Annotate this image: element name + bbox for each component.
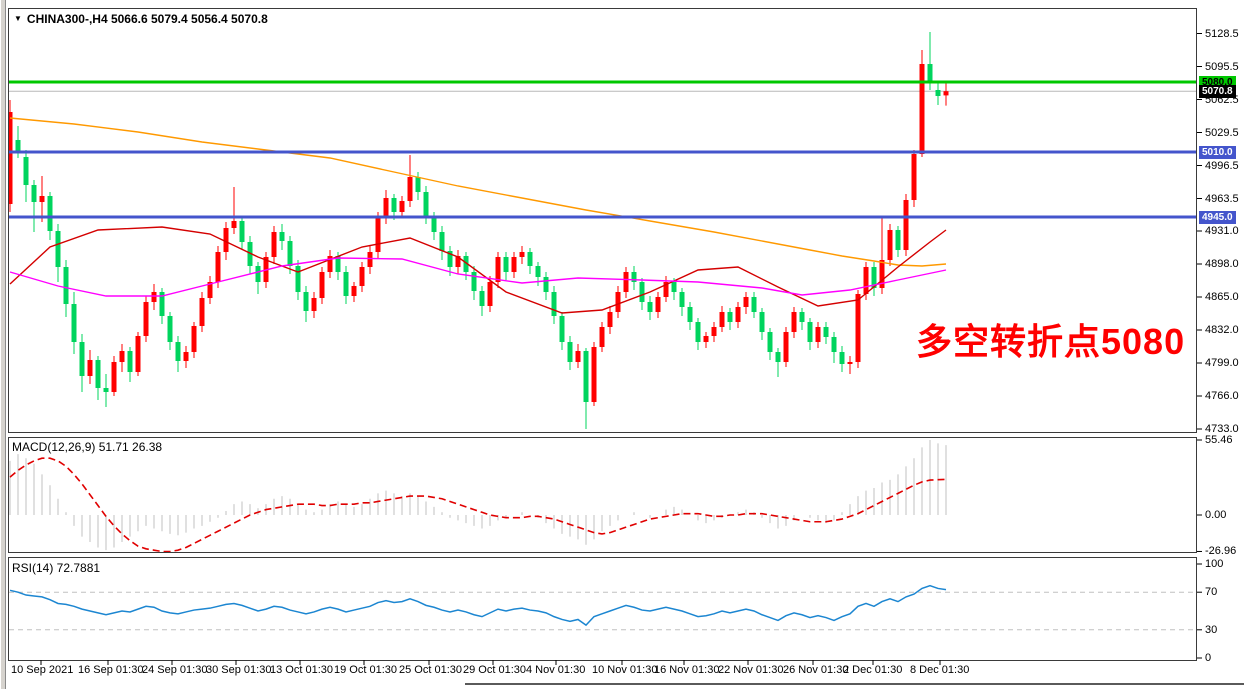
rsi-tick-0: 0 <box>1205 652 1212 664</box>
date-tick-label: 29 Oct 01:30 <box>463 664 526 676</box>
price-badge-5010.0: 5010.0 <box>1199 145 1236 159</box>
macd-tick-0.00: 0.00 <box>1205 509 1227 521</box>
macd-signal-line <box>9 457 947 552</box>
date-tick-label: 16 Nov 01:30 <box>654 664 720 676</box>
date-tick-label: 8 Dec 01:30 <box>910 664 970 676</box>
main-chart-panel[interactable] <box>8 8 1197 433</box>
price-tick-4832.0: 4832.0 <box>1205 324 1239 336</box>
macd-indicator-label: MACD(12,26,9) 51.71 26.38 <box>12 440 163 454</box>
price-tick-4996.5: 4996.5 <box>1205 159 1239 172</box>
ma-fast-magenta <box>9 257 947 297</box>
price-tick-4766.0: 4766.0 <box>1205 390 1239 402</box>
rsi-line <box>9 584 947 627</box>
date-tick-label: 22 Nov 01:30 <box>718 664 784 676</box>
date-tick-label: 19 Oct 01:30 <box>334 664 397 676</box>
price-badge-4945.0: 4945.0 <box>1199 210 1236 224</box>
rsi-tick-100: 100 <box>1205 558 1224 570</box>
price-axis[interactable]: 5128.5 5095.5 5062.5 5029.5 4996.5 4963.5 4931… <box>1197 0 1244 689</box>
price-tick-4898.0: 4898.0 <box>1205 258 1239 270</box>
symbol-ohlc-text: CHINA300-,H4 5066.6 5079.4 5056.4 5070.8 <box>26 12 268 26</box>
macd-tick--26.96: -26.96 <box>1205 545 1237 558</box>
date-tick-label: 30 Sep 01:30 <box>206 664 272 676</box>
date-axis[interactable]: 10 Sep 2021 16 Sep 01:30 24 Sep 01:30 30 Se… <box>8 664 1197 682</box>
price-tick-4931.0: 4931.0 <box>1205 225 1239 237</box>
macd-tick-55.46: 55.46 <box>1205 433 1233 446</box>
rsi-indicator-label: RSI(14) 72.7881 <box>12 561 101 575</box>
price-tick-5095.5: 5095.5 <box>1205 60 1239 73</box>
price-tick-4799.0: 4799.0 <box>1205 357 1239 369</box>
price-tick-4963.5: 4963.5 <box>1205 192 1239 205</box>
window-left-edge <box>0 0 6 689</box>
date-tick-label: 2 Dec 01:30 <box>843 664 903 676</box>
rsi-tick-30: 30 <box>1205 623 1218 636</box>
rsi-tick-70: 70 <box>1205 586 1218 599</box>
date-tick-label: 4 Nov 01:30 <box>526 664 586 676</box>
date-tick-label: 13 Oct 01:30 <box>270 664 333 676</box>
ma-mid-red <box>9 226 947 314</box>
price-tick-5128.5: 5128.5 <box>1205 27 1239 40</box>
date-tick-label: 10 Nov 01:30 <box>592 664 658 676</box>
date-tick-label: 26 Nov 01:30 <box>783 664 849 676</box>
price-badge-5070.8: 5070.8 <box>1199 84 1236 98</box>
bottom-window-border <box>465 683 1244 685</box>
symbol-info-line: ▼ CHINA300-,H4 5066.6 5079.4 5056.4 5070.… <box>14 12 268 26</box>
date-tick-label: 24 Sep 01:30 <box>142 664 208 676</box>
price-tick-4733.0: 4733.0 <box>1205 423 1239 435</box>
ma-slow-orange <box>9 117 947 267</box>
date-tick-label: 25 Oct 01:30 <box>399 664 462 676</box>
symbol-dropdown-icon[interactable]: ▼ <box>14 14 22 23</box>
price-tick-4865.0: 4865.0 <box>1205 291 1239 303</box>
date-tick-label: 16 Sep 01:30 <box>78 664 144 676</box>
date-tick-label: 10 Sep 2021 <box>11 664 74 676</box>
annotation-text[interactable]: 多空转折点5080 <box>916 321 1186 362</box>
price-tick-5029.5: 5029.5 <box>1205 126 1239 139</box>
